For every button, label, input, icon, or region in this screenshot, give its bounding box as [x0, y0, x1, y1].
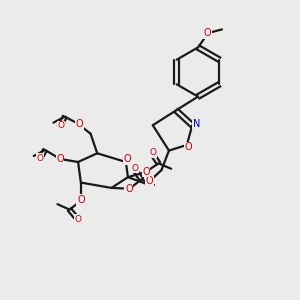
Text: O: O — [75, 215, 82, 224]
Text: O: O — [185, 142, 193, 152]
Text: N: N — [193, 119, 200, 129]
Text: O: O — [123, 154, 131, 164]
Text: O: O — [77, 195, 85, 205]
Text: O: O — [149, 148, 156, 158]
Text: O: O — [37, 154, 44, 163]
Text: O: O — [57, 121, 64, 130]
Text: O: O — [131, 164, 138, 173]
Text: O: O — [56, 154, 64, 164]
Text: O: O — [142, 167, 150, 177]
Text: O: O — [146, 176, 153, 187]
Text: O: O — [204, 28, 212, 38]
Text: O: O — [75, 119, 83, 129]
Text: O: O — [125, 184, 133, 194]
